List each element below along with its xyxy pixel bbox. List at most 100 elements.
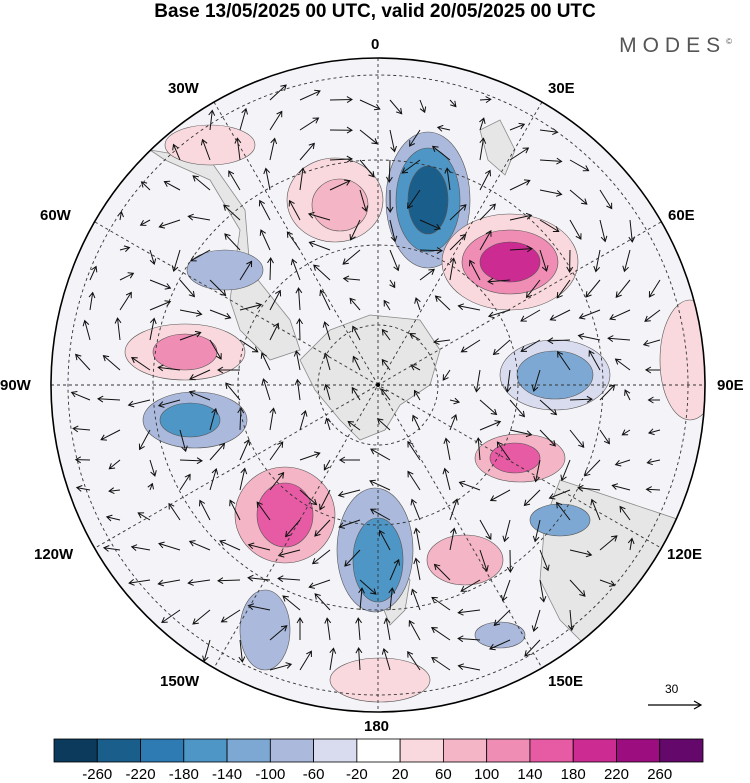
colorbar-swatch <box>140 738 185 763</box>
wind-arrow <box>263 167 271 191</box>
wind-arrow <box>449 413 458 431</box>
wind-arrow <box>419 219 441 231</box>
anomaly-pos-east-indian <box>659 299 705 421</box>
wind-arrow <box>389 279 396 289</box>
indian-ocean-island <box>479 119 516 176</box>
colorbar-swatch <box>53 738 98 763</box>
wind-arrow <box>408 619 421 641</box>
wind-arrow <box>149 249 157 266</box>
wind-arrow <box>644 366 661 374</box>
wind-arrow <box>609 309 631 321</box>
wind-arrow <box>296 617 304 640</box>
colorbar-tick-label: -180 <box>168 766 199 783</box>
wind-arrow <box>409 129 421 147</box>
colorbar-swatch <box>183 738 228 763</box>
wind-arrow <box>457 608 481 616</box>
wind-arrow <box>531 609 541 633</box>
colorbar-tick-label: -260 <box>82 766 113 783</box>
wind-arrow <box>624 389 631 401</box>
wind-arrow <box>217 366 240 374</box>
wind-arrow <box>407 470 421 491</box>
wind-arrow <box>277 575 301 583</box>
lon-label-60w: 60W <box>40 207 71 224</box>
wind-arrow <box>479 519 492 541</box>
wind-arrow <box>282 595 301 611</box>
anomaly-neg-southwest-australia <box>529 503 591 537</box>
wind-arrow <box>352 325 361 341</box>
wind-arrow <box>386 189 394 213</box>
wind-arrow <box>407 189 421 210</box>
wind-arrow <box>307 211 331 221</box>
wind-arrow <box>349 219 361 241</box>
wind-arrow <box>433 338 451 345</box>
wind-arrow <box>269 84 287 101</box>
brand-logo: MODES© <box>619 34 732 58</box>
wind-arrow <box>267 257 274 281</box>
wind-arrow <box>130 544 151 551</box>
wind-arrow <box>188 540 211 551</box>
wind-arrow <box>524 639 541 657</box>
wind-arrow <box>269 110 283 131</box>
wind-arrow <box>566 249 574 273</box>
wind-arrow <box>628 219 636 243</box>
wind-arrow <box>199 499 211 521</box>
lon-label-60e: 60E <box>668 207 695 224</box>
wind-arrow <box>509 399 526 418</box>
colorbar-swatch <box>529 738 574 763</box>
wind-arrow <box>290 258 301 281</box>
wind-arrow <box>258 199 271 221</box>
colorbar-swatch <box>96 738 141 763</box>
wind-arrow <box>299 489 318 506</box>
wind-arrow <box>431 145 451 161</box>
wind-arrow <box>147 482 154 491</box>
wind-arrow <box>419 268 435 281</box>
wind-arrow <box>506 549 514 573</box>
wind-arrow <box>299 142 315 161</box>
colorbar-swatch <box>226 738 271 763</box>
wind-arrow <box>619 505 631 521</box>
reference-vector-label: 30 <box>665 682 679 696</box>
wind-arrow <box>434 295 451 311</box>
wind-arrow <box>239 439 251 461</box>
wind-arrow <box>557 350 571 371</box>
wind-arrow <box>359 189 369 213</box>
wind-arrow <box>192 175 211 191</box>
wind-arrow <box>369 508 391 521</box>
wind-arrow <box>138 429 151 451</box>
wind-arrow <box>383 299 391 311</box>
wind-arrow <box>469 259 481 281</box>
wind-arrow <box>319 489 331 511</box>
wind-arrow <box>228 170 241 191</box>
wind-arrow <box>269 137 278 161</box>
anomaly-neg-tasman <box>474 621 526 649</box>
colorbar-swatch <box>572 738 617 763</box>
wind-arrow <box>351 386 361 401</box>
wind-arrow <box>645 486 661 493</box>
brand-mark: © <box>726 37 732 46</box>
wind-arrow <box>172 143 181 161</box>
wind-arrow <box>569 219 582 240</box>
wind-arrow <box>344 549 361 567</box>
wind-arrow <box>444 167 452 191</box>
wind-arrow <box>599 189 613 210</box>
wind-arrow <box>556 279 571 299</box>
wind-arrow <box>247 603 271 611</box>
wind-arrow <box>479 169 491 191</box>
wind-arrow <box>114 317 122 341</box>
wind-arrow <box>442 467 451 491</box>
colorbar-tick-label: 100 <box>474 766 500 783</box>
wind-arrow <box>593 249 601 273</box>
wind-arrow <box>168 502 181 521</box>
wind-arrow <box>479 117 486 131</box>
wind-arrow <box>457 303 481 311</box>
wind-arrow <box>407 651 421 671</box>
colorbar-swatch <box>399 738 444 763</box>
wind-arrow <box>614 459 631 467</box>
wind-arrow <box>293 350 301 371</box>
wind-arrow <box>560 459 571 482</box>
wind-arrow <box>352 355 361 371</box>
wind-arrow <box>449 204 467 221</box>
colorbar-tick-label: 20 <box>391 766 409 783</box>
wind-arrow <box>355 647 363 671</box>
wind-arrow <box>89 265 98 281</box>
